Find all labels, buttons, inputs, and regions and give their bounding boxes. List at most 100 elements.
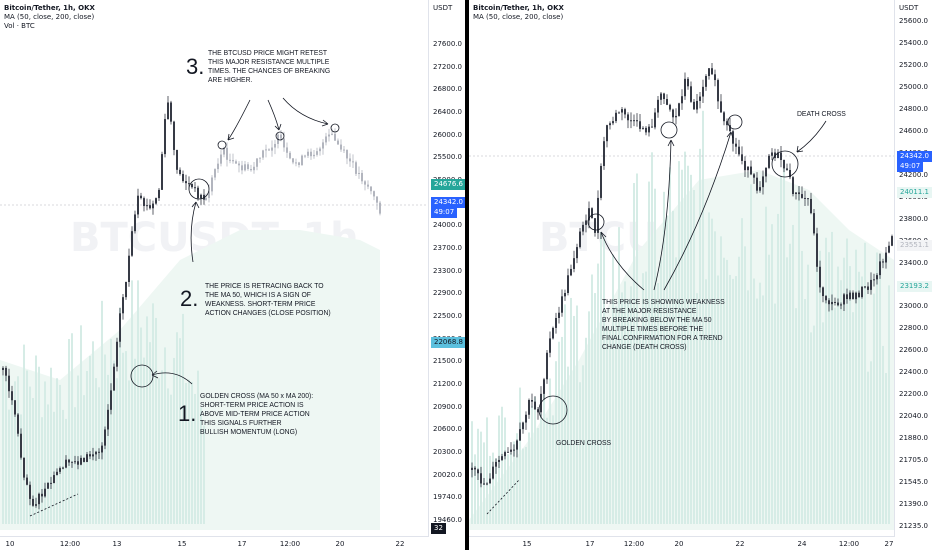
right-candle [849,292,851,300]
left-candle [167,102,169,120]
right-candle [531,400,533,402]
right-candle [720,101,722,113]
left-candle [38,493,40,505]
right-candle [474,467,476,470]
right-volume-bar [669,167,671,525]
right-symbol-title[interactable]: Bitcoin/Tether, 1h, OKX [473,4,564,12]
right-weakness-arrowhead [600,231,607,239]
right-price-tick: 21235.0 [899,522,928,530]
left-candle [140,195,142,199]
left-retest-circle [330,123,340,133]
left-projected-candle [370,186,372,192]
right-x-label: 20 [674,540,684,548]
left-candle [125,281,127,298]
right-volume-bar [498,415,500,524]
right-volume-bar [825,237,827,524]
left-x-label: 12:00 [279,540,301,548]
right-volume-bar [834,307,836,524]
left-candle [17,414,19,434]
right-volume-bar [741,218,743,524]
right-candle [702,86,704,97]
left-volume-bar [122,352,124,524]
left-projected-candle [268,149,270,151]
right-volume-bar [642,273,644,524]
right-chart-panel[interactable]: BTCUSDT, 1h Bitcoin/Tether, 1h, OKX MA (… [469,0,932,550]
right-price-axis[interactable]: USDT 25600.0 25400.0 25200.0 25000.0 24800.0… [894,0,932,537]
right-candle [723,112,725,122]
right-chart-canvas[interactable] [469,0,894,537]
right-volume-bar [543,390,545,524]
right-ma-legend[interactable]: MA (50, close, 200, close) [473,13,564,21]
left-volume-bar [53,411,55,524]
right-ma-break-circle [587,213,605,231]
left-candle [65,459,67,468]
left-projected-candle [241,165,243,171]
left-volume-bar [113,360,115,524]
left-candle [158,189,160,199]
left-x-label: 15 [177,540,187,548]
right-candle [798,192,800,195]
right-candle [495,461,497,467]
left-volume-bar [20,414,22,524]
right-volume-bar [846,238,848,524]
left-note1-number: 1. [178,401,197,426]
right-volume-bar [582,365,584,524]
right-candle [852,292,854,300]
left-volume-bar [149,342,151,524]
right-candle [597,197,599,233]
right-volume-bar [783,160,785,525]
left-projected-candle [307,151,309,156]
right-ma-c-tag: 23193.2 [897,281,932,292]
left-candle [14,400,16,415]
left-projected-candle [232,160,234,162]
left-candle [77,461,79,465]
left-volume-bar [182,313,184,524]
right-weakness-text: THIS PRICE IS SHOWING WEAKNESS AT THE MAJ… [602,297,725,351]
right-volume-bar [702,110,704,524]
right-volume-bar [603,237,605,524]
right-volume-bar [717,275,719,524]
right-candle [717,80,719,102]
left-volume-bar [164,347,166,524]
left-candle [116,341,118,367]
left-projected-candle [286,147,288,153]
right-death-cross-arrow [796,120,827,153]
right-price-tick: 22200.0 [899,390,928,399]
left-time-axis[interactable]: 10 12:00 13 15 17 12:00 20 22 [0,536,428,550]
right-volume-bar [873,293,875,524]
left-ma-legend[interactable]: MA (50, close, 200, close) [4,13,95,21]
left-vol-legend[interactable]: Vol · BTC [4,22,35,30]
right-volume-bar [807,264,809,524]
right-time-axis[interactable]: 15 17 12:00 20 22 24 12:00 27 [469,536,894,550]
left-chart-canvas[interactable] [0,0,428,537]
right-volume-bar [564,304,566,524]
left-retrace-circle [188,178,210,200]
right-volume-bar [516,433,518,524]
right-countdown-tag: 49:07 [897,161,924,172]
left-symbol-title[interactable]: Bitcoin/Tether, 1h, OKX [4,4,95,12]
left-volume-bar [26,370,28,524]
left-volume-bar [32,398,34,524]
left-volume-bar [119,307,121,524]
right-price-tick: 24800.0 [899,104,928,113]
right-ma-break-circle [660,121,678,139]
left-projected-candle [217,163,219,170]
left-volume-bar [77,375,79,524]
left-volume-bar [89,355,91,524]
right-candle [792,177,794,195]
left-note3-arrowhead [227,133,235,141]
right-price-tick: 24600.0 [899,126,928,135]
right-candle [621,109,623,113]
left-price-axis[interactable]: USDT 27600.0 27200.0 26800.0 26400.0 26000.0… [428,0,465,537]
left-unit-label: USDT [433,4,453,12]
left-candle [179,169,181,175]
right-volume-bar [861,276,863,524]
left-projected-candle [250,169,252,171]
right-golden-cross-circle [538,395,568,425]
left-candle [59,468,61,472]
right-candle [750,166,752,175]
right-candle [759,187,761,191]
left-projected-candle [301,155,303,165]
left-chart-panel[interactable]: BTCUSDT, 1h Bitcoin/Tether, 1h, OKX MA (… [0,0,465,550]
left-volume-bar [137,280,139,524]
